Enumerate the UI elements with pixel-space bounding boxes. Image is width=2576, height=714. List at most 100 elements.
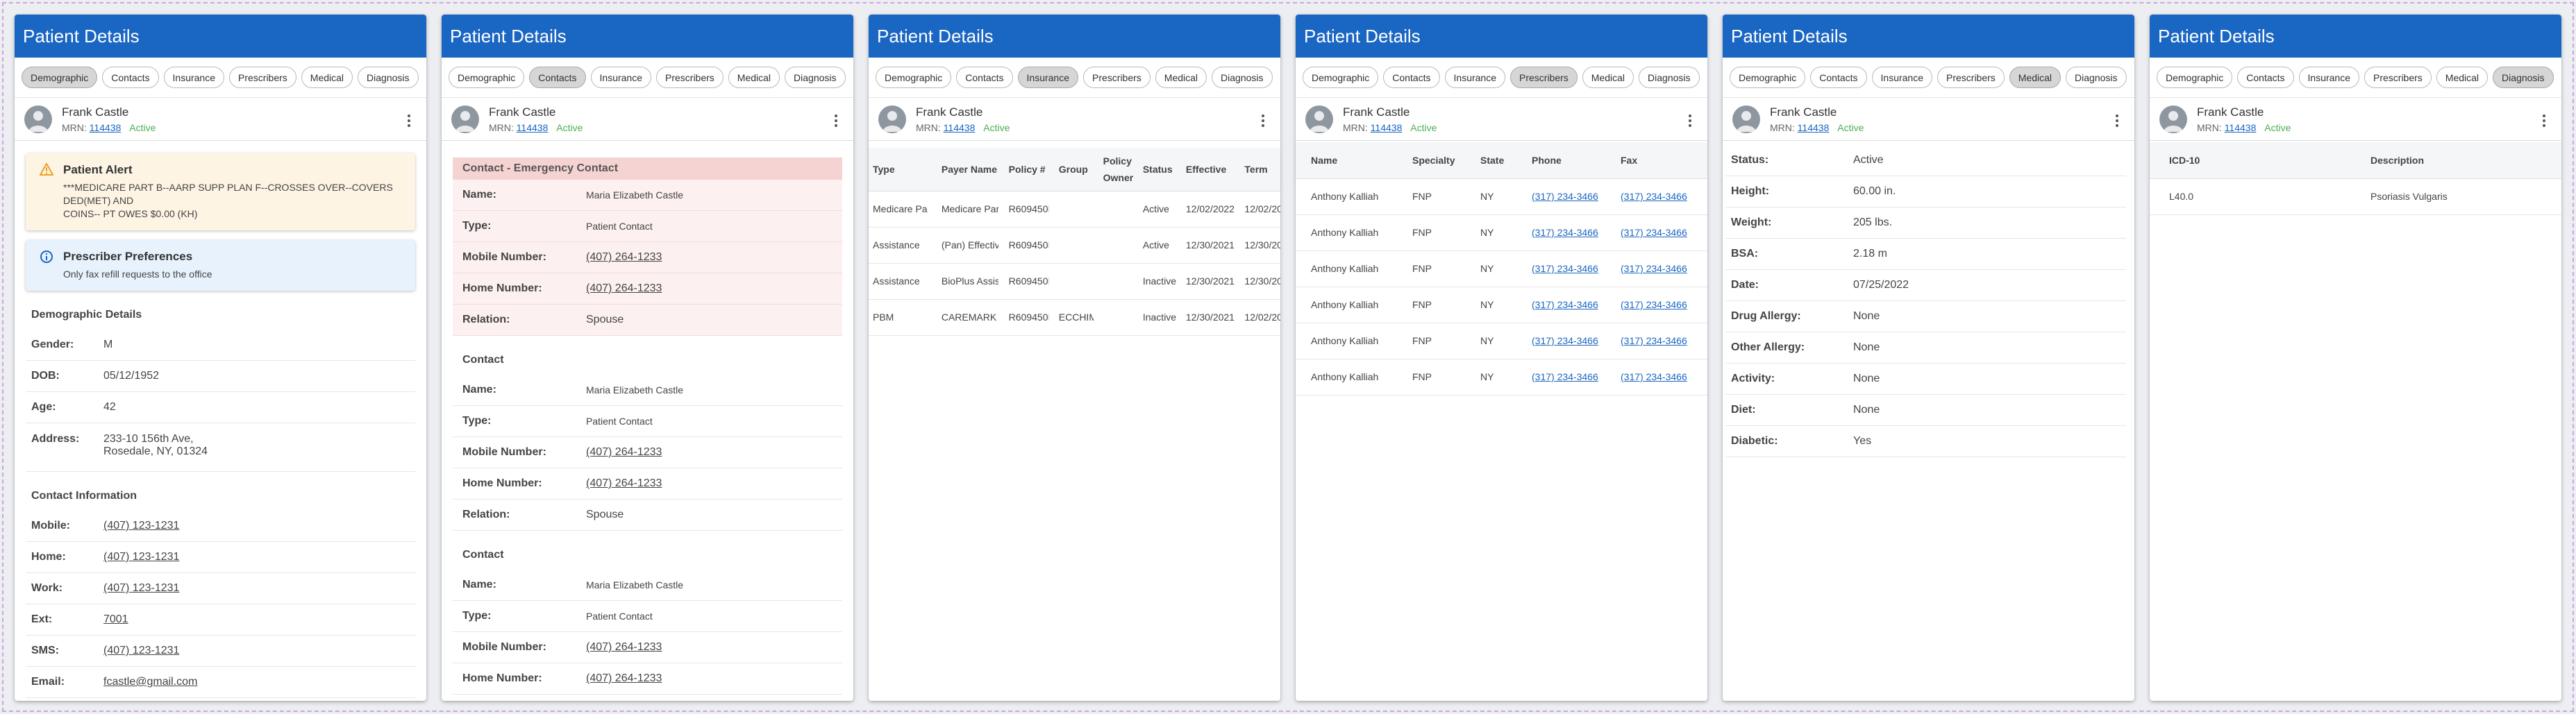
- tab-insurance[interactable]: Insurance: [590, 67, 651, 88]
- tab-contacts[interactable]: Contacts: [956, 67, 1013, 88]
- contact-value-link[interactable]: (407) 123-1231: [103, 645, 180, 656]
- contact-row: Name: Maria Elizabeth Castle: [453, 180, 842, 211]
- cell-fax[interactable]: (317) 234-3466: [1616, 359, 1707, 396]
- tab-diagnosis[interactable]: Diagnosis: [2493, 67, 2554, 88]
- mrn-link[interactable]: 114438: [1797, 121, 1830, 133]
- more-options-icon[interactable]: [407, 114, 411, 127]
- tab-prescribers[interactable]: Prescribers: [1937, 67, 2005, 88]
- tab-insurance[interactable]: Insurance: [1444, 67, 1505, 88]
- contact-value-link[interactable]: (407) 123-1231: [103, 551, 180, 563]
- insurance-row[interactable]: Assistance BioPlus Assis R609450I Inacti…: [869, 263, 1280, 300]
- tab-prescribers[interactable]: Prescribers: [1083, 67, 1151, 88]
- mobile-number-link[interactable]: (407) 264-1233: [586, 446, 662, 458]
- cell-fax[interactable]: (317) 234-3466: [1616, 214, 1707, 251]
- more-options-icon[interactable]: [1688, 114, 1692, 127]
- tab-insurance[interactable]: Insurance: [1017, 67, 1078, 88]
- tab-contacts[interactable]: Contacts: [2237, 67, 2294, 88]
- cell-phone[interactable]: (317) 234-3466: [1528, 359, 1616, 396]
- tab-diagnosis[interactable]: Diagnosis: [785, 67, 846, 88]
- contact-value-link[interactable]: fcastle@gmail.com: [103, 676, 198, 688]
- tab-contacts[interactable]: Contacts: [1810, 67, 1867, 88]
- tab-contacts[interactable]: Contacts: [529, 67, 586, 88]
- cell-phone[interactable]: (317) 234-3466: [1528, 178, 1616, 215]
- tab-prescribers[interactable]: Prescribers: [2364, 67, 2432, 88]
- cell-fax[interactable]: (317) 234-3466: [1616, 323, 1707, 359]
- mrn-label: MRN:: [2197, 121, 2222, 133]
- tab-diagnosis[interactable]: Diagnosis: [1639, 67, 1700, 88]
- mobile-number-link[interactable]: (407) 264-1233: [586, 641, 662, 653]
- home-number-link[interactable]: (407) 264-1233: [586, 477, 662, 489]
- field-label: Home Number:: [462, 672, 542, 684]
- prescriber-preferences-alert: Prescriber Preferences Only fax refill r…: [26, 240, 415, 291]
- prescriber-row[interactable]: Anthony Kalliah FNP NY (317) 234-3466 (3…: [1296, 287, 1707, 323]
- tab-bar: Demographic Contacts Insurance Prescribers M…: [869, 58, 1280, 98]
- tab-diagnosis[interactable]: Diagnosis: [358, 67, 419, 88]
- tab-medical[interactable]: Medical: [1155, 67, 1207, 88]
- mrn-link[interactable]: 114438: [516, 121, 549, 133]
- cell-phone[interactable]: (317) 234-3466: [1528, 287, 1616, 323]
- mrn-link[interactable]: 114438: [2224, 121, 2257, 133]
- tab-prescribers[interactable]: Prescribers: [656, 67, 724, 88]
- contact-row: Home Number: (407) 264-1233: [453, 273, 842, 305]
- home-number-link[interactable]: (407) 264-1233: [586, 282, 662, 294]
- mobile-number-link[interactable]: (407) 264-1233: [586, 251, 662, 263]
- tab-contacts[interactable]: Contacts: [102, 67, 159, 88]
- cell-phone[interactable]: (317) 234-3466: [1528, 214, 1616, 251]
- diagnosis-row[interactable]: L40.0 Psoriasis Vulgaris: [2150, 178, 2561, 215]
- tab-demographic[interactable]: Demographic: [1730, 67, 1806, 88]
- tab-insurance[interactable]: Insurance: [2298, 67, 2359, 88]
- more-options-icon[interactable]: [834, 114, 838, 127]
- address-line-1: 233-10 156th Ave,: [103, 433, 194, 445]
- tab-medical[interactable]: Medical: [2009, 67, 2061, 88]
- more-options-icon[interactable]: [1261, 114, 1265, 127]
- mrn-link[interactable]: 114438: [89, 121, 122, 133]
- prescriber-row[interactable]: Anthony Kalliah FNP NY (317) 234-3466 (3…: [1296, 250, 1707, 287]
- mrn-link[interactable]: 114438: [943, 121, 976, 133]
- tab-diagnosis[interactable]: Diagnosis: [1212, 67, 1273, 88]
- prescriber-row[interactable]: Anthony Kalliah FNP NY (317) 234-3466 (3…: [1296, 178, 1707, 215]
- field-label: Mobile Number:: [462, 641, 546, 653]
- insurance-row[interactable]: Assistance (Pan) Effectiv R609450I Activ…: [869, 227, 1280, 264]
- tab-demographic[interactable]: Demographic: [2157, 67, 2233, 88]
- cell-fax[interactable]: (317) 234-3466: [1616, 250, 1707, 287]
- mrn-link[interactable]: 114438: [1370, 121, 1403, 133]
- tab-insurance[interactable]: Insurance: [1871, 67, 1932, 88]
- contact-value-link[interactable]: (407) 123-1231: [103, 582, 180, 594]
- contact-card: Contact Name: Maria Elizabeth Castle Type…: [453, 549, 842, 695]
- tab-medical[interactable]: Medical: [301, 67, 353, 88]
- insurance-row[interactable]: Medicare Pa Medicare Par R609450I Active…: [869, 191, 1280, 228]
- more-options-icon[interactable]: [2542, 114, 2546, 127]
- tab-medical[interactable]: Medical: [1582, 67, 1634, 88]
- prescriber-row[interactable]: Anthony Kalliah FNP NY (317) 234-3466 (3…: [1296, 323, 1707, 359]
- cell-fax[interactable]: (317) 234-3466: [1616, 287, 1707, 323]
- prescriber-row[interactable]: Anthony Kalliah FNP NY (317) 234-3466 (3…: [1296, 359, 1707, 396]
- tab-demographic[interactable]: Demographic: [876, 67, 952, 88]
- cell-specialty: FNP: [1408, 178, 1476, 215]
- tab-demographic[interactable]: Demographic: [449, 67, 525, 88]
- tab-insurance[interactable]: Insurance: [163, 67, 224, 88]
- tab-medical[interactable]: Medical: [2436, 67, 2489, 88]
- insurance-row[interactable]: PBM CAREMARK I R609450I ECCHIM Inactive …: [869, 299, 1280, 336]
- demographic-row-address: Address: 233-10 156th Ave, Rosedale, NY, …: [26, 423, 415, 472]
- avatar: [878, 105, 906, 133]
- tab-medical[interactable]: Medical: [728, 67, 780, 88]
- cell-fax[interactable]: (317) 234-3466: [1616, 178, 1707, 215]
- section-title-demographic-details: Demographic Details: [31, 309, 142, 321]
- home-number-link[interactable]: (407) 264-1233: [586, 672, 662, 684]
- tab-demographic[interactable]: Demographic: [1303, 67, 1379, 88]
- cell-phone[interactable]: (317) 234-3466: [1528, 323, 1616, 359]
- cell-phone[interactable]: (317) 234-3466: [1528, 250, 1616, 287]
- cell-state: NY: [1476, 323, 1528, 359]
- medical-row: Diabetic: Yes: [1725, 426, 2126, 457]
- tab-prescribers[interactable]: Prescribers: [229, 67, 296, 88]
- tab-prescribers[interactable]: Prescribers: [1510, 67, 1578, 88]
- tab-diagnosis[interactable]: Diagnosis: [2066, 67, 2127, 88]
- contact-value-link[interactable]: 7001: [103, 613, 128, 625]
- tab-demographic[interactable]: Demographic: [22, 67, 98, 88]
- tab-contacts[interactable]: Contacts: [1383, 67, 1440, 88]
- contact-row: Name: Maria Elizabeth Castle: [453, 375, 842, 406]
- prescriber-row[interactable]: Anthony Kalliah FNP NY (317) 234-3466 (3…: [1296, 214, 1707, 251]
- more-options-icon[interactable]: [2115, 114, 2119, 127]
- contact-value-link[interactable]: (407) 123-1231: [103, 520, 180, 532]
- contact-name: Maria Elizabeth Castle: [586, 384, 684, 396]
